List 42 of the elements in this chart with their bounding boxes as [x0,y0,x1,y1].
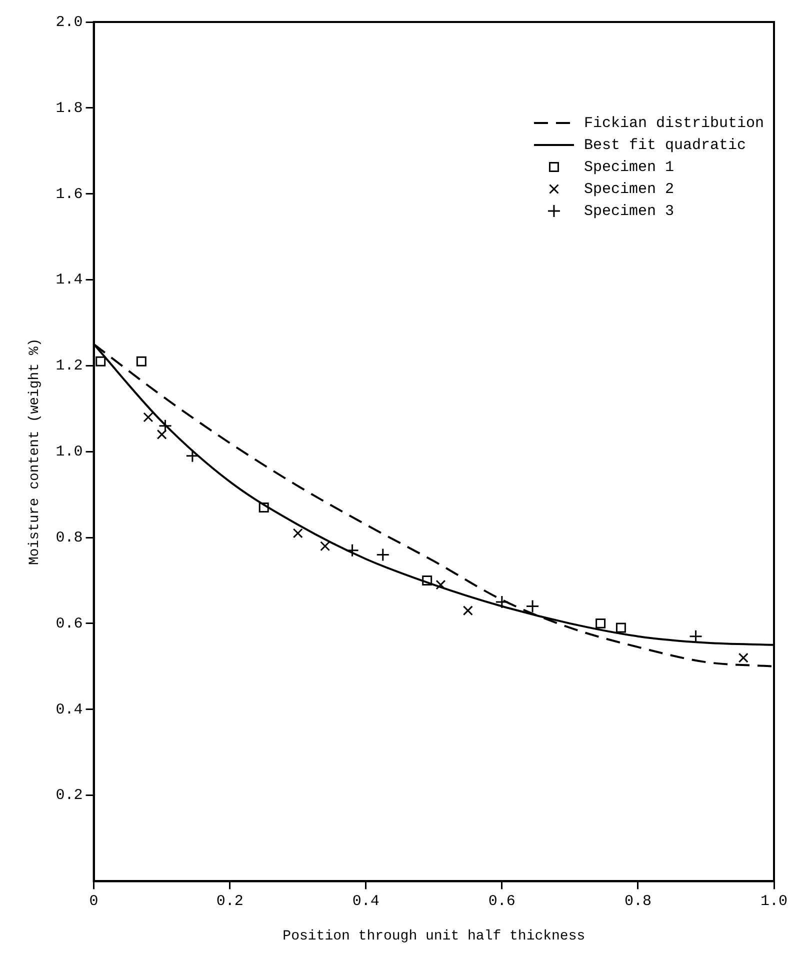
point [156,429,167,440]
legend-label: Specimen 3 [584,202,674,220]
point [136,356,146,366]
point [292,528,303,538]
y-tick-label: 1.0 [56,444,83,461]
x-tick-label: 0.4 [352,893,380,910]
x-tick-label: 0.2 [216,893,244,910]
x-tick-label: 0 [89,893,98,910]
point [738,652,748,663]
point [143,412,154,422]
x-axis-title: Position through unit half thickness [282,928,586,944]
y-tick-label: 2.0 [56,14,83,31]
x-tick-label: 1.0 [760,893,788,910]
legend-label: Fickian distribution [584,114,764,132]
y-axis-title: Moisture content (weight %) [27,338,44,566]
point [96,356,106,366]
point [158,419,172,433]
point [616,622,626,633]
point [346,544,360,558]
point [258,502,269,512]
y-tick-label: 0.8 [56,529,83,546]
y-tick-label: 1.6 [56,186,83,203]
x-tick-label: 0.8 [624,893,652,910]
y-tick-label: 1.2 [56,358,83,375]
x-tick-label: 0.6 [488,893,516,910]
y-tick-label: 0.6 [56,615,83,632]
point [526,600,540,614]
legend-label: Best fit quadratic [584,136,746,154]
legend-label: Specimen 2 [584,180,674,198]
point [596,618,606,628]
point [376,548,390,562]
point [495,595,509,609]
point [422,575,432,586]
point [462,606,473,616]
y-tick-label: 0.4 [56,701,83,718]
y-tick-label: 1.8 [56,100,83,117]
point [186,449,200,463]
point [320,541,330,552]
point [689,630,703,644]
y-tick-label: 1.4 [56,272,83,289]
y-tick-label: 0.2 [56,787,83,804]
legend-label: Specimen 1 [584,158,674,176]
